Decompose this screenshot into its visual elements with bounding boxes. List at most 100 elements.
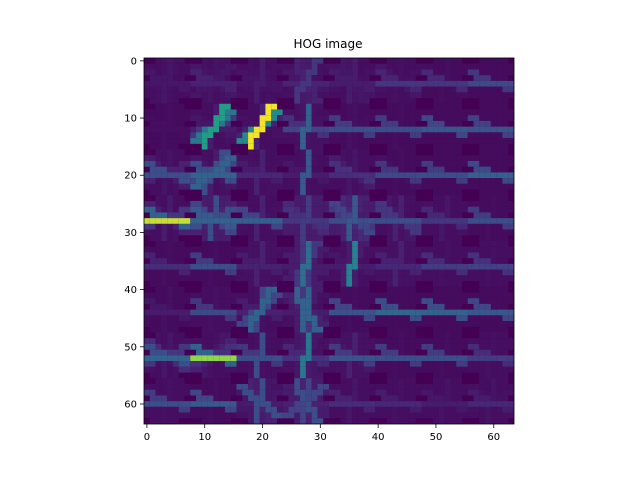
heatmap-pixel bbox=[265, 103, 272, 110]
heatmap-pixel bbox=[242, 389, 249, 396]
heatmap-pixel bbox=[196, 292, 202, 299]
heatmap-pixel bbox=[236, 183, 243, 190]
heatmap-pixel bbox=[242, 126, 249, 133]
heatmap-pixel bbox=[386, 115, 393, 121]
heatmap-pixel bbox=[305, 80, 312, 87]
heatmap-pixel bbox=[386, 395, 393, 402]
heatmap-pixel bbox=[381, 80, 387, 87]
heatmap-pixel bbox=[190, 69, 197, 76]
heatmap-pixel bbox=[167, 155, 173, 161]
heatmap-pixel bbox=[433, 269, 439, 276]
heatmap-pixel bbox=[253, 321, 260, 327]
heatmap-pixel bbox=[149, 263, 156, 270]
heatmap-pixel bbox=[409, 309, 416, 316]
heatmap-pixel bbox=[352, 172, 358, 179]
heatmap-pixel bbox=[207, 372, 214, 379]
heatmap-pixel bbox=[392, 241, 399, 247]
heatmap-pixel bbox=[467, 178, 474, 184]
heatmap-pixel bbox=[144, 321, 150, 327]
heatmap-pixel bbox=[317, 395, 324, 402]
heatmap-pixel bbox=[155, 389, 162, 396]
heatmap-pixel bbox=[178, 149, 185, 156]
heatmap-pixel bbox=[242, 395, 249, 402]
heatmap-pixel bbox=[409, 63, 416, 70]
heatmap-pixel bbox=[184, 401, 191, 407]
heatmap-pixel bbox=[450, 275, 457, 282]
heatmap-pixel bbox=[305, 109, 312, 116]
heatmap-pixel bbox=[253, 69, 260, 76]
heatmap-pixel bbox=[282, 92, 289, 99]
heatmap-pixel bbox=[213, 69, 220, 76]
heatmap-pixel bbox=[155, 275, 162, 282]
heatmap-pixel bbox=[271, 109, 278, 116]
heatmap-pixel bbox=[346, 206, 353, 213]
heatmap-pixel bbox=[161, 75, 168, 81]
heatmap-pixel bbox=[502, 75, 509, 81]
heatmap-pixel bbox=[167, 412, 173, 419]
heatmap-pixel bbox=[375, 155, 382, 161]
heatmap-pixel bbox=[508, 138, 515, 144]
heatmap-pixel bbox=[427, 338, 434, 344]
heatmap-pixel bbox=[467, 343, 474, 350]
heatmap-pixel bbox=[363, 120, 370, 127]
heatmap-pixel bbox=[294, 406, 301, 413]
heatmap-pixel bbox=[502, 98, 509, 104]
heatmap-pixel bbox=[219, 303, 225, 310]
heatmap-pixel bbox=[502, 206, 509, 213]
heatmap-pixel bbox=[155, 355, 162, 362]
heatmap-pixel bbox=[253, 298, 260, 304]
heatmap-pixel bbox=[334, 115, 341, 121]
heatmap-pixel bbox=[398, 383, 405, 390]
heatmap-pixel bbox=[224, 103, 231, 110]
heatmap-pixel bbox=[438, 303, 445, 310]
heatmap-pixel bbox=[473, 183, 480, 190]
heatmap-pixel bbox=[479, 109, 486, 116]
heatmap-pixel bbox=[456, 395, 463, 402]
heatmap-pixel bbox=[444, 120, 451, 127]
heatmap-pixel bbox=[311, 355, 318, 362]
heatmap-pixel bbox=[149, 355, 156, 362]
heatmap-pixel bbox=[398, 126, 405, 133]
heatmap-pixel bbox=[433, 275, 439, 282]
heatmap-pixel bbox=[386, 252, 393, 259]
heatmap-pixel bbox=[213, 378, 220, 385]
heatmap-pixel bbox=[317, 355, 324, 362]
heatmap-pixel bbox=[461, 389, 468, 396]
heatmap-pixel bbox=[444, 309, 451, 316]
heatmap-pixel bbox=[404, 281, 410, 287]
heatmap-pixel bbox=[502, 258, 509, 264]
heatmap-pixel bbox=[155, 401, 162, 407]
heatmap-pixel bbox=[201, 98, 208, 104]
heatmap-pixel bbox=[230, 401, 237, 407]
heatmap-pixel bbox=[288, 298, 295, 304]
heatmap-pixel bbox=[201, 63, 208, 70]
heatmap-pixel bbox=[282, 160, 289, 167]
heatmap-pixel bbox=[305, 332, 312, 339]
heatmap-pixel bbox=[161, 389, 168, 396]
heatmap-pixel bbox=[363, 86, 370, 93]
heatmap-pixel bbox=[172, 229, 179, 236]
heatmap-pixel bbox=[271, 132, 278, 139]
heatmap-pixel bbox=[386, 298, 393, 304]
heatmap-pixel bbox=[409, 338, 416, 344]
heatmap-pixel bbox=[352, 258, 358, 264]
heatmap-pixel bbox=[363, 315, 370, 322]
heatmap-pixel bbox=[456, 149, 463, 156]
heatmap-pixel bbox=[265, 389, 272, 396]
heatmap-pixel bbox=[415, 343, 422, 350]
heatmap-pixel bbox=[352, 155, 358, 161]
heatmap-pixel bbox=[178, 303, 185, 310]
heatmap-pixel bbox=[300, 212, 306, 219]
heatmap-pixel bbox=[172, 172, 179, 179]
heatmap-pixel bbox=[438, 109, 445, 116]
heatmap-pixel bbox=[248, 361, 254, 367]
heatmap-pixel bbox=[340, 212, 347, 219]
heatmap-pixel bbox=[352, 98, 358, 104]
heatmap-pixel bbox=[404, 263, 410, 270]
heatmap-pixel bbox=[213, 132, 220, 139]
heatmap-pixel bbox=[167, 372, 173, 379]
heatmap-pixel bbox=[461, 263, 468, 270]
heatmap-pixel bbox=[444, 160, 451, 167]
heatmap-pixel bbox=[381, 246, 387, 253]
heatmap-pixel bbox=[444, 406, 451, 413]
